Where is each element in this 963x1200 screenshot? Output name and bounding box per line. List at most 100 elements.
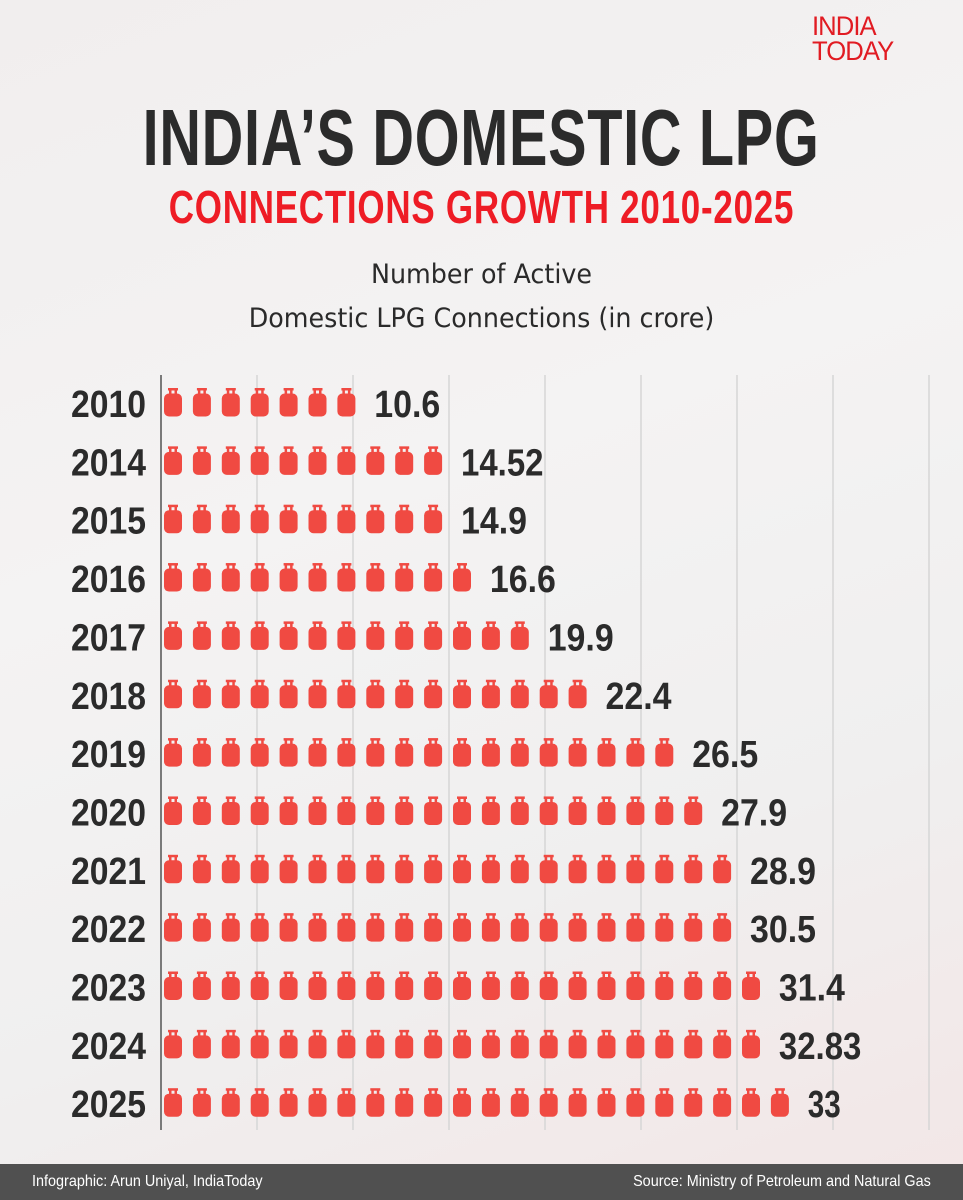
year-label: 2010 (71, 384, 146, 426)
year-label: 2014 (71, 442, 146, 484)
bar-row-2024: 2024 32.83 (71, 1026, 861, 1068)
lpg-cylinder-icon (366, 621, 385, 650)
lpg-cylinder-icon (192, 679, 211, 709)
lpg-cylinder-icon (366, 446, 385, 475)
lpg-cylinder-icon (395, 504, 414, 534)
footer-source: Source: Ministry of Petroleum and Natura… (633, 1173, 931, 1190)
lpg-cylinder-icon (684, 854, 703, 884)
lpg-cylinder-icon (279, 621, 298, 650)
lpg-cylinder-icon (510, 796, 529, 825)
lpg-cylinder-icon (597, 1088, 616, 1117)
bar-row-2017: 2017 19.9 (71, 617, 614, 659)
lpg-cylinder-icon (453, 1088, 471, 1117)
lpg-cylinder-icon (308, 1029, 327, 1059)
lpg-cylinder-icon (510, 971, 529, 1000)
lpg-cylinder-icon (192, 563, 211, 592)
lpg-cylinder-icon (164, 621, 182, 650)
lpg-cylinder-icon (250, 446, 269, 475)
lpg-cylinder-icon (164, 796, 182, 825)
subtitle-text: CONNECTIONS GROWTH 2010-2025 (168, 181, 795, 233)
page-title: INDIA’S DOMESTIC LPG (0, 96, 963, 180)
lpg-cylinder-icon (481, 621, 500, 650)
footer-credit: Infographic: Arun Uniyal, IndiaToday (32, 1173, 263, 1190)
lpg-cylinder-icon (366, 913, 385, 942)
lpg-cylinder-icon (481, 971, 500, 1000)
lpg-cylinder-icon (568, 1029, 587, 1059)
lpg-cylinder-icon (597, 854, 616, 884)
lpg-cylinder-icon (568, 738, 587, 767)
bar-row-2015: 2015 14.9 (71, 501, 527, 543)
lpg-cylinder-icon (597, 971, 616, 1000)
lpg-cylinder-icon (539, 796, 558, 825)
lpg-cylinder-icon (308, 563, 327, 592)
lpg-cylinder-icon (597, 913, 616, 942)
lpg-cylinder-icon (221, 621, 240, 650)
lpg-cylinder-icon (308, 971, 327, 1000)
lpg-cylinder-icon (164, 388, 182, 417)
chart-title: Number of Active Domestic LPG Connection… (0, 253, 963, 341)
lpg-cylinder-icon (308, 388, 327, 417)
value-label: 10.6 (374, 384, 440, 426)
lpg-cylinder-icon (250, 854, 269, 884)
lpg-cylinder-icon (510, 621, 529, 650)
value-label: 28.9 (750, 851, 816, 893)
lpg-cylinder-icon (568, 1088, 587, 1117)
year-label: 2021 (71, 851, 146, 893)
lpg-cylinder-icon (539, 854, 558, 884)
lpg-cylinder-icon (250, 738, 269, 767)
lpg-cylinder-icon (250, 504, 269, 534)
lpg-cylinder-icon (597, 1029, 616, 1059)
lpg-cylinder-icon (192, 796, 211, 825)
lpg-cylinder-icon (221, 679, 240, 709)
lpg-cylinder-icon (684, 1088, 703, 1117)
lpg-cylinder-icon (424, 621, 443, 650)
lpg-cylinder-icon (453, 563, 471, 592)
lpg-cylinder-icon (366, 504, 385, 534)
lpg-cylinder-icon (337, 504, 356, 534)
lpg-cylinder-icon (279, 1088, 298, 1117)
lpg-cylinder-icon (337, 796, 356, 825)
lpg-cylinder-icon (337, 1088, 356, 1117)
lpg-cylinder-icon (164, 446, 182, 475)
lpg-cylinder-icon (453, 971, 471, 1000)
lpg-cylinder-icon (395, 563, 414, 592)
lpg-cylinder-icon (424, 563, 443, 592)
bar-row-2025: 2025 33 (71, 1084, 841, 1126)
footer-bar: Infographic: Arun Uniyal, IndiaToday Sou… (0, 1164, 963, 1200)
lpg-cylinder-icon (164, 913, 182, 942)
lpg-cylinder-icon (539, 738, 558, 767)
value-label: 30.5 (750, 909, 816, 951)
lpg-cylinder-icon (742, 1088, 760, 1117)
lpg-cylinder-icon (192, 1088, 211, 1117)
lpg-cylinder-icon (713, 854, 732, 884)
lpg-cylinder-icon (684, 796, 703, 825)
bar-row-2019: 2019 26.5 (71, 734, 758, 776)
logo-line-1: INDIA (812, 11, 877, 41)
lpg-cylinder-icon (221, 913, 240, 942)
lpg-cylinder-icon (481, 796, 500, 825)
lpg-cylinder-icon (655, 738, 674, 767)
lpg-cylinder-icon (481, 854, 500, 884)
lpg-cylinder-icon (337, 1029, 356, 1059)
india-today-logo: INDIA TODAY (812, 11, 898, 65)
lpg-cylinder-icon (453, 1029, 471, 1059)
lpg-cylinder-icon (713, 1088, 732, 1117)
lpg-cylinder-icon (510, 913, 529, 942)
lpg-cylinder-icon (626, 796, 645, 825)
lpg-cylinder-icon (366, 971, 385, 1000)
lpg-cylinder-icon (221, 563, 240, 592)
lpg-cylinder-icon (539, 1088, 558, 1117)
lpg-cylinder-icon (510, 1088, 529, 1117)
lpg-cylinder-icon (453, 738, 471, 767)
lpg-cylinder-icon (279, 971, 298, 1000)
lpg-cylinder-icon (308, 738, 327, 767)
lpg-cylinder-icon (655, 1029, 674, 1059)
lpg-cylinder-icon (684, 1029, 703, 1059)
lpg-cylinder-icon (539, 679, 558, 709)
lpg-cylinder-icon (424, 1029, 443, 1059)
lpg-cylinder-icon (742, 971, 760, 1000)
lpg-cylinder-icon (395, 1088, 414, 1117)
lpg-cylinder-icon (366, 679, 385, 709)
lpg-cylinder-icon (279, 446, 298, 475)
lpg-cylinder-icon (453, 621, 471, 650)
